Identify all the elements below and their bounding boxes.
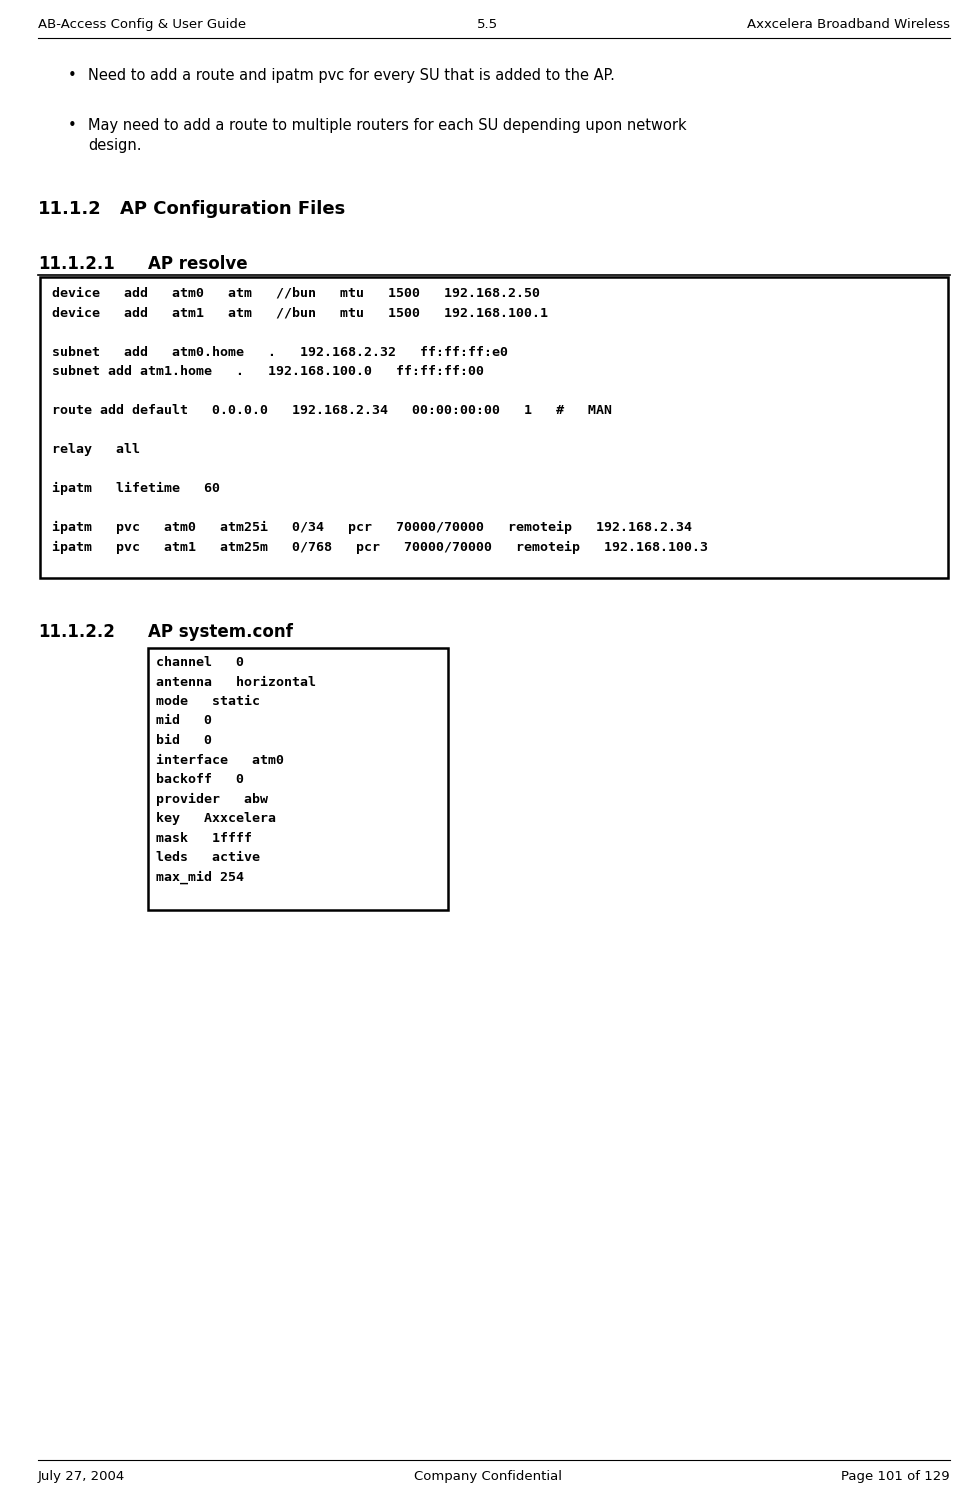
Text: ipatm   pvc   atm1   atm25m   0/768   pcr   70000/70000   remoteip   192.168.100: ipatm pvc atm1 atm25m 0/768 pcr 70000/70… <box>52 541 708 554</box>
Text: July 27, 2004: July 27, 2004 <box>38 1470 125 1484</box>
Text: Need to add a route and ipatm pvc for every SU that is added to the AP.: Need to add a route and ipatm pvc for ev… <box>88 69 615 84</box>
Bar <box>40 276 948 578</box>
Text: ipatm   lifetime   60: ipatm lifetime 60 <box>52 483 220 495</box>
Text: May need to add a route to multiple routers for each SU depending upon network: May need to add a route to multiple rout… <box>88 118 686 133</box>
Text: backoff   0: backoff 0 <box>156 772 244 786</box>
Text: AP system.conf: AP system.conf <box>148 623 292 641</box>
Text: subnet add atm1.home   .   192.168.100.0   ff:ff:ff:00: subnet add atm1.home . 192.168.100.0 ff:… <box>52 365 484 378</box>
Text: 11.1.2: 11.1.2 <box>38 200 101 218</box>
Text: AP Configuration Files: AP Configuration Files <box>120 200 345 218</box>
Text: antenna   horizontal: antenna horizontal <box>156 675 316 689</box>
Text: device   add   atm0   atm   //bun   mtu   1500   192.168.2.50: device add atm0 atm //bun mtu 1500 192.1… <box>52 287 540 300</box>
Text: AB-Access Config & User Guide: AB-Access Config & User Guide <box>38 18 246 31</box>
Text: design.: design. <box>88 137 141 152</box>
Text: Company Confidential: Company Confidential <box>413 1470 562 1484</box>
Text: ipatm   pvc   atm0   atm25i   0/34   pcr   70000/70000   remoteip   192.168.2.34: ipatm pvc atm0 atm25i 0/34 pcr 70000/700… <box>52 521 692 533</box>
Text: relay   all: relay all <box>52 444 140 456</box>
Text: bid   0: bid 0 <box>156 734 212 747</box>
Text: AP resolve: AP resolve <box>148 255 248 273</box>
Text: provider   abw: provider abw <box>156 792 268 805</box>
Text: key   Axxcelera: key Axxcelera <box>156 813 276 825</box>
Text: subnet   add   atm0.home   .   192.168.2.32   ff:ff:ff:e0: subnet add atm0.home . 192.168.2.32 ff:f… <box>52 345 508 359</box>
Text: mid   0: mid 0 <box>156 714 212 728</box>
Text: device   add   atm1   atm   //bun   mtu   1500   192.168.100.1: device add atm1 atm //bun mtu 1500 192.1… <box>52 306 548 320</box>
Text: 11.1.2.2: 11.1.2.2 <box>38 623 115 641</box>
Text: leds   active: leds active <box>156 852 260 864</box>
Text: mode   static: mode static <box>156 695 260 708</box>
Text: Page 101 of 129: Page 101 of 129 <box>841 1470 950 1484</box>
Text: mask   1ffff: mask 1ffff <box>156 832 252 844</box>
Text: Axxcelera Broadband Wireless: Axxcelera Broadband Wireless <box>747 18 950 31</box>
Text: 5.5: 5.5 <box>477 18 498 31</box>
Text: channel   0: channel 0 <box>156 656 244 669</box>
Bar <box>148 648 448 910</box>
Text: max_mid 254: max_mid 254 <box>156 871 244 884</box>
Text: •: • <box>68 69 77 84</box>
Text: •: • <box>68 118 77 133</box>
Text: route add default   0.0.0.0   192.168.2.34   00:00:00:00   1   #   MAN: route add default 0.0.0.0 192.168.2.34 0… <box>52 403 612 417</box>
Text: 11.1.2.1: 11.1.2.1 <box>38 255 115 273</box>
Text: interface   atm0: interface atm0 <box>156 753 284 766</box>
